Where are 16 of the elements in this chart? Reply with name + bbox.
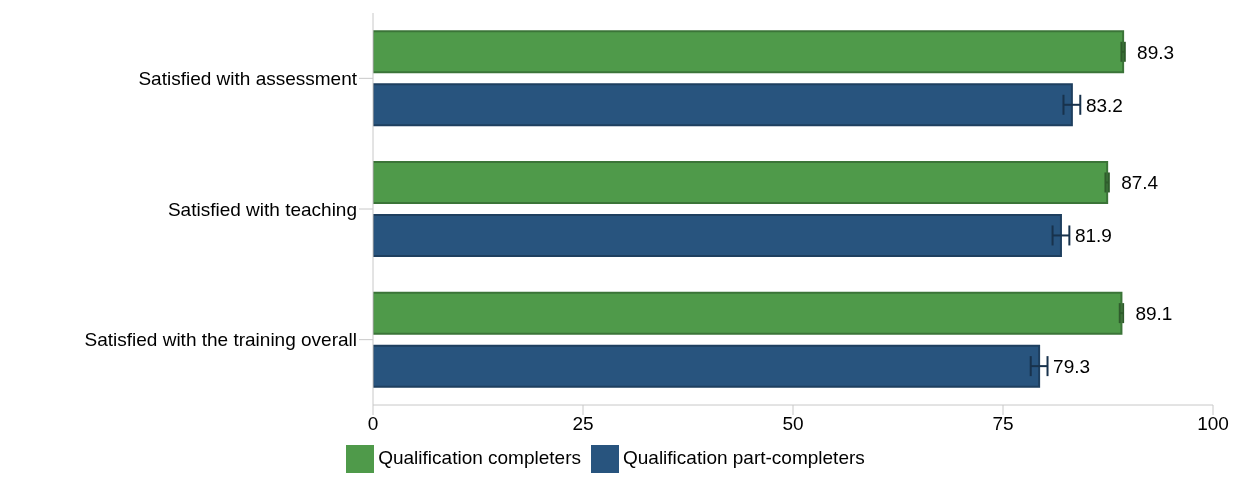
y-tick-label: Satisfied with assessment (138, 68, 358, 90)
y-tick-label: Satisfied with teaching (167, 198, 357, 220)
legend-label: Qualification part-completers (622, 447, 865, 469)
x-tick-label: 0 (367, 413, 379, 435)
x-tick-label: 50 (782, 413, 804, 435)
data-label: 81.9 (1074, 225, 1112, 247)
y-tick-label: Satisfied with the training overall (84, 329, 357, 351)
x-tick-label: 100 (1197, 413, 1229, 435)
data-label: 89.3 (1137, 41, 1175, 63)
x-tick-label: 25 (572, 413, 594, 435)
data-label: 89.1 (1135, 302, 1173, 324)
data-label: 79.3 (1053, 355, 1091, 377)
legend-label: Qualification completers (378, 447, 581, 469)
data-label: 83.2 (1085, 94, 1123, 116)
x-tick-label: 75 (992, 413, 1014, 435)
data-label: 87.4 (1121, 172, 1159, 194)
